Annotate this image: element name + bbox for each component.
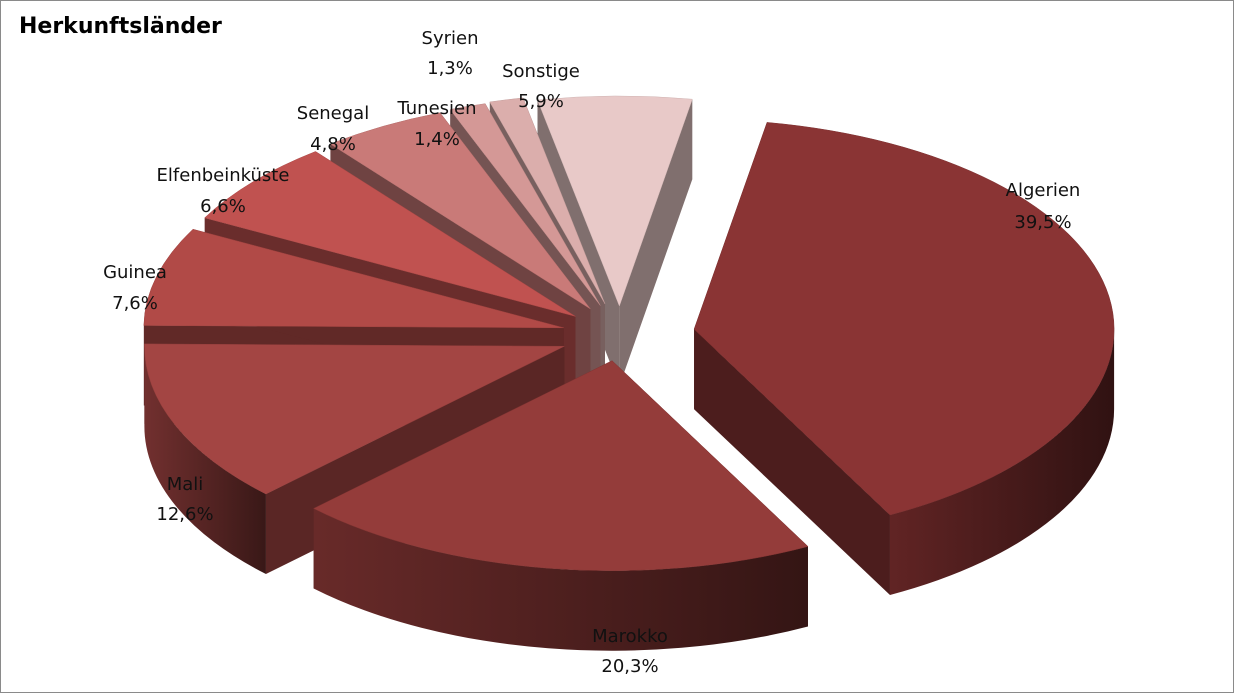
slice-label-name: Tunesien [396,98,476,119]
slice-label-name: Algerien [1006,180,1081,201]
pie-slice-algerien [693,122,1115,595]
slice-label-name: Marokko [592,626,668,647]
slice-label-value: 6,6% [200,196,246,217]
slice-label-name: Elfenbeinküste [157,165,290,186]
slice-label-value: 4,8% [310,134,356,155]
slice-label-value: 20,3% [601,656,658,677]
slice-label-value: 5,9% [518,91,564,112]
slice-label-name: Senegal [297,103,369,124]
slice-label-value: 39,5% [1014,212,1071,233]
slice-label-name: Sonstige [502,61,580,82]
pie-slice-marokko [313,360,809,651]
slice-label-value: 12,6% [156,504,213,525]
slice-label-name: Syrien [422,28,479,49]
slice-label-value: 7,6% [112,293,158,314]
slice-label-value: 1,4% [414,129,460,150]
slice-label-name: Mali [167,474,204,495]
slice-label-value: 1,3% [427,58,473,79]
slice-label-name: Guinea [103,262,167,283]
chart-title: Herkunftsländer [19,14,222,39]
